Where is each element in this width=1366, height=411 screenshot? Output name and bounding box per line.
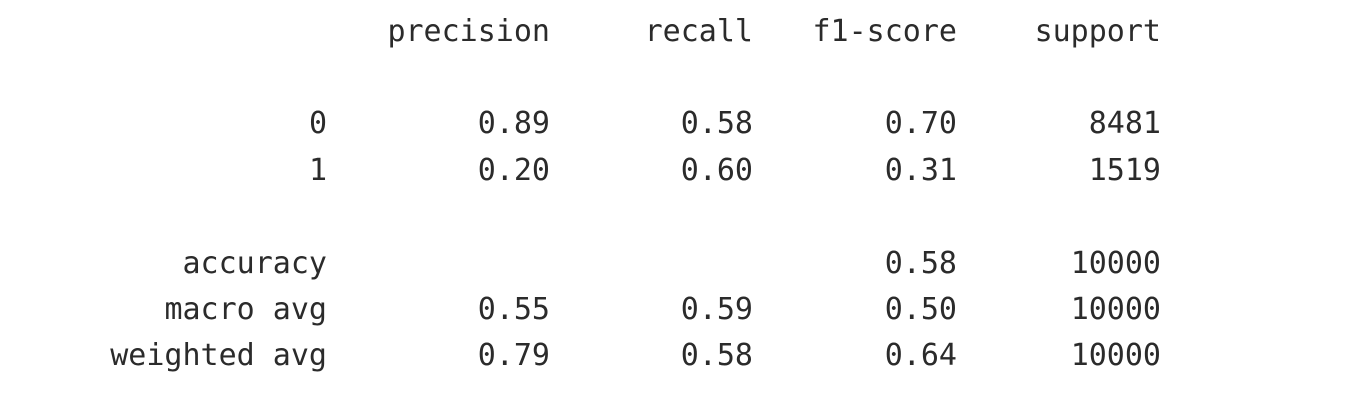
- class-0-precision: 0.89: [477, 106, 550, 141]
- class-0-recall: 0.58: [680, 106, 753, 141]
- class-0-f1-score: 0.70: [884, 106, 957, 141]
- class-1-precision: 0.20: [477, 153, 550, 188]
- weighted-avg-precision: 0.79: [477, 338, 550, 373]
- row-label-class-1: 1: [308, 153, 327, 188]
- accuracy-support: 10000: [1070, 246, 1161, 281]
- weighted-avg-recall: 0.58: [680, 338, 753, 373]
- header-recall: recall: [644, 14, 753, 49]
- class-1-support: 1519: [1088, 153, 1161, 188]
- weighted-avg-support: 10000: [1070, 338, 1161, 373]
- row-label-macro-avg: macro avg: [164, 292, 327, 327]
- macro-avg-recall: 0.59: [680, 292, 753, 327]
- macro-avg-support: 10000: [1070, 292, 1161, 327]
- weighted-avg-f1-score: 0.64: [884, 338, 957, 373]
- row-label-class-0: 0: [308, 106, 327, 141]
- row-label-weighted-avg: weighted avg: [110, 338, 327, 373]
- macro-avg-f1-score: 0.50: [884, 292, 957, 327]
- class-1-recall: 0.60: [680, 153, 753, 188]
- header-support: support: [1034, 14, 1161, 49]
- header-precision: precision: [387, 14, 550, 49]
- row-label-accuracy: accuracy: [182, 246, 328, 281]
- header-f1-score: f1-score: [812, 14, 958, 49]
- class-1-f1-score: 0.31: [884, 153, 957, 188]
- macro-avg-precision: 0.55: [477, 292, 550, 327]
- accuracy-f1-score: 0.58: [884, 246, 957, 281]
- class-0-support: 8481: [1088, 106, 1161, 141]
